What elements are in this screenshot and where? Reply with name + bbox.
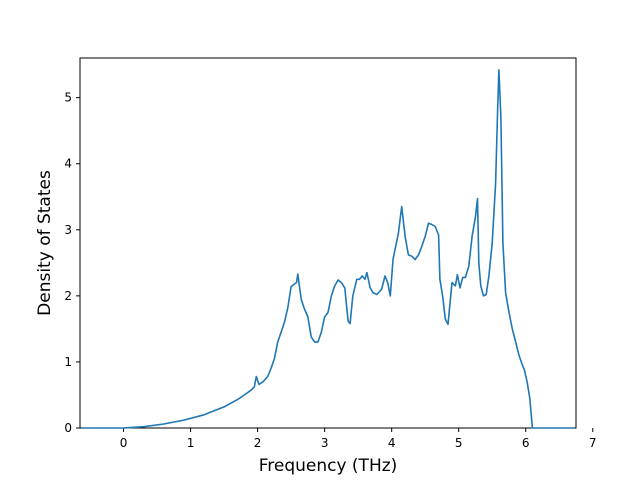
x-tick-label: 1: [187, 436, 195, 450]
y-axis-ticks: 0 1 2 3 4 5: [64, 91, 80, 435]
dos-series-line: [82, 69, 574, 429]
y-tick-label: 1: [64, 355, 72, 369]
x-tick-label: 0: [120, 436, 128, 450]
plot-area-frame: [79, 57, 577, 429]
x-tick-label: 3: [321, 436, 329, 450]
series-layer: [82, 69, 574, 429]
y-tick-label: 2: [64, 289, 72, 303]
y-tick-label: 0: [64, 421, 72, 435]
x-tick-label: 6: [522, 436, 530, 450]
x-axis-ticks: 0 1 2 3 4 5 6 7: [120, 428, 597, 450]
y-tick-label: 4: [64, 157, 72, 171]
y-tick-label: 5: [64, 91, 72, 105]
x-tick-label: 4: [388, 436, 396, 450]
y-axis-label: Density of States: [35, 170, 55, 316]
y-tick-label: 3: [64, 223, 72, 237]
x-axis-label: Frequency (THz): [259, 456, 398, 476]
x-tick-label: 2: [254, 436, 262, 450]
x-tick-label: 5: [455, 436, 463, 450]
x-tick-label: 7: [589, 436, 597, 450]
